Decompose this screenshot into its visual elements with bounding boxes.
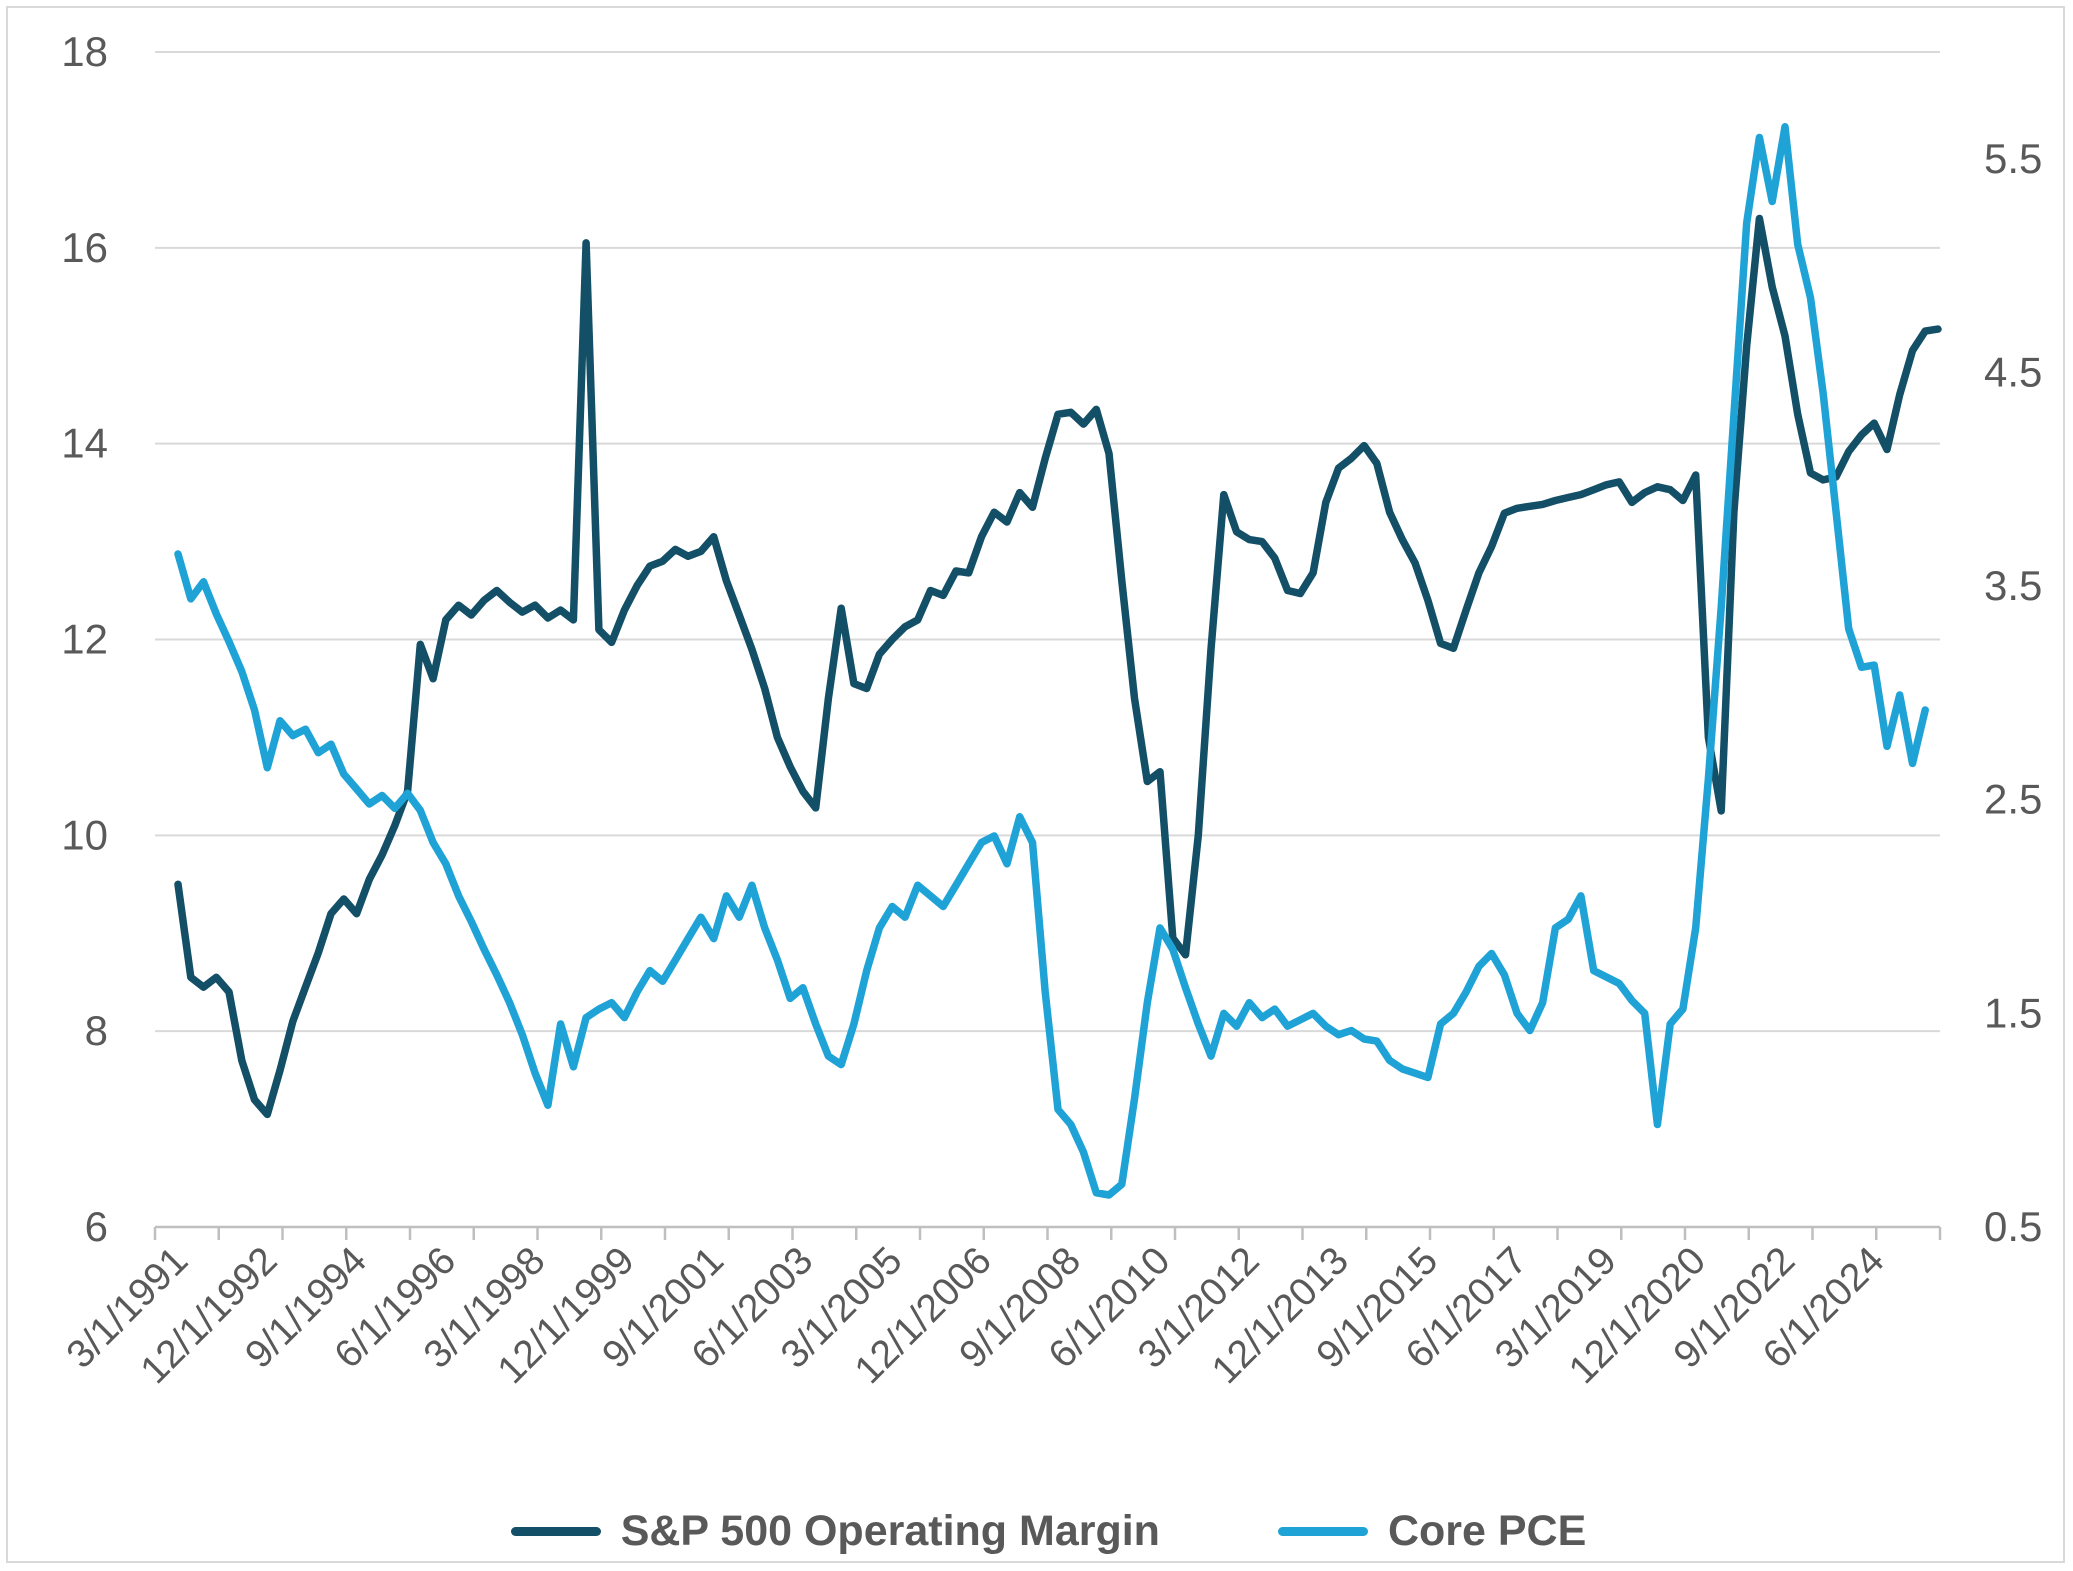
corepce-line-swatch-icon: [1277, 1526, 1368, 1536]
right-axis-tick-label: 0.5: [1984, 1203, 2042, 1250]
left-axis-tick-label: 16: [61, 224, 108, 271]
core-pce-line[interactable]: [174, 123, 1929, 1199]
right-axis-tick-label: 4.5: [1984, 348, 2042, 395]
sp500-operating-margin-line[interactable]: [174, 214, 1942, 1119]
left-axis-tick-label: 18: [61, 28, 108, 75]
legend-item-sp500[interactable]: S&P 500 Operating Margin: [510, 1506, 1160, 1556]
legend-label-corepce: Core PCE: [1387, 1506, 1587, 1555]
right-axis-tick-label: 5.5: [1984, 135, 2042, 182]
right-axis-tick-label: 1.5: [1984, 989, 2042, 1036]
legend-label-sp500: S&P 500 Operating Margin: [620, 1506, 1160, 1555]
legend-item-corepce[interactable]: Core PCE: [1277, 1506, 1587, 1556]
right-axis-tick-label: 3.5: [1984, 562, 2042, 609]
left-axis-tick-label: 12: [61, 616, 108, 663]
left-axis-tick-label: 14: [61, 420, 108, 467]
left-axis-tick-label: 6: [85, 1203, 108, 1250]
right-axis-tick-label: 2.5: [1984, 776, 2042, 823]
legend: S&P 500 Operating Margin Core PCE: [157, 1496, 1940, 1566]
sp500-line-swatch-icon: [510, 1526, 601, 1536]
left-axis-tick-label: 8: [85, 1007, 108, 1054]
left-axis-tick-label: 10: [61, 811, 108, 858]
